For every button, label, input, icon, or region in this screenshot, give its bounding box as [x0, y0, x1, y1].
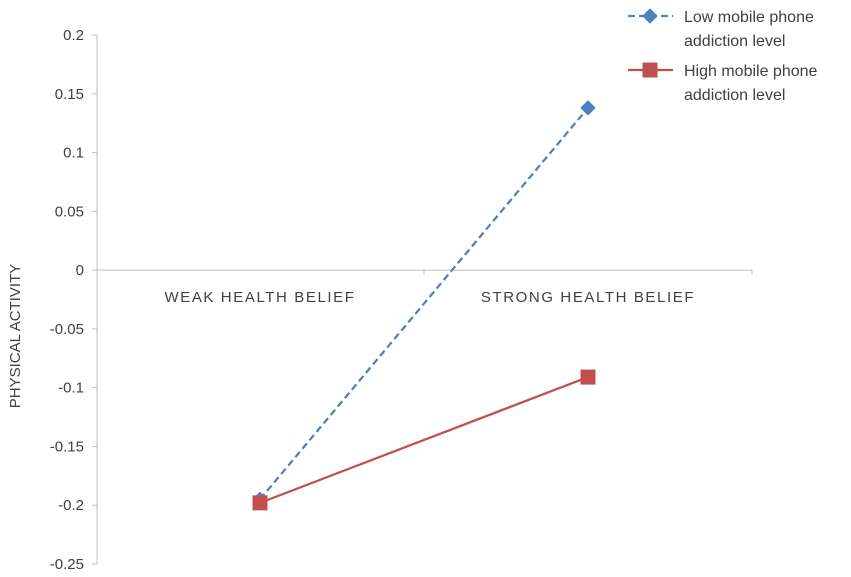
legend-item: Low mobile phone addiction level: [628, 8, 814, 50]
data-point-high-addiction: [580, 369, 596, 385]
series-line-low-addiction: [259, 107, 589, 501]
y-axis-title: PHYSICAL ACTIVITY: [7, 264, 24, 409]
x-axis: WEAK HEALTH BELIEF STRONG HEALTH BELIEF: [96, 269, 753, 306]
data-point-high-addiction: [252, 495, 268, 511]
legend-label: High mobile phone: [684, 63, 818, 80]
y-tick-label: 0.15: [55, 86, 84, 103]
x-category-label: STRONG HEALTH BELIEF: [481, 289, 695, 306]
legend-label: addiction level: [684, 33, 785, 50]
legend-swatch-marker: [642, 8, 658, 24]
legend-item: High mobile phone addiction level: [628, 62, 818, 104]
y-tick-label: -0.1: [58, 380, 84, 397]
x-category-label: WEAK HEALTH BELIEF: [164, 289, 355, 306]
series-layer: [252, 100, 596, 511]
legend-label: addiction level: [684, 87, 785, 104]
y-axis: 0.2 0.15 0.1 0.05 0 -0.05 -0.1 -0.15 -0.2 -0.25 PH…: [7, 27, 98, 573]
y-tick-label: 0: [76, 262, 84, 279]
y-tick-label: -0.2: [58, 497, 84, 514]
legend-label: Low mobile phone: [684, 9, 814, 26]
y-tick-label: -0.15: [50, 438, 84, 455]
y-tick-label: 0.2: [63, 27, 84, 44]
y-tick-label: 0.05: [55, 203, 84, 220]
data-point-low-addiction: [580, 100, 596, 116]
y-tick-label: -0.05: [50, 321, 84, 338]
y-tick-label: -0.25: [50, 556, 84, 573]
series-line-high-addiction: [259, 376, 589, 504]
y-tick-label: 0.1: [63, 145, 84, 162]
legend-swatch-marker: [642, 62, 658, 78]
